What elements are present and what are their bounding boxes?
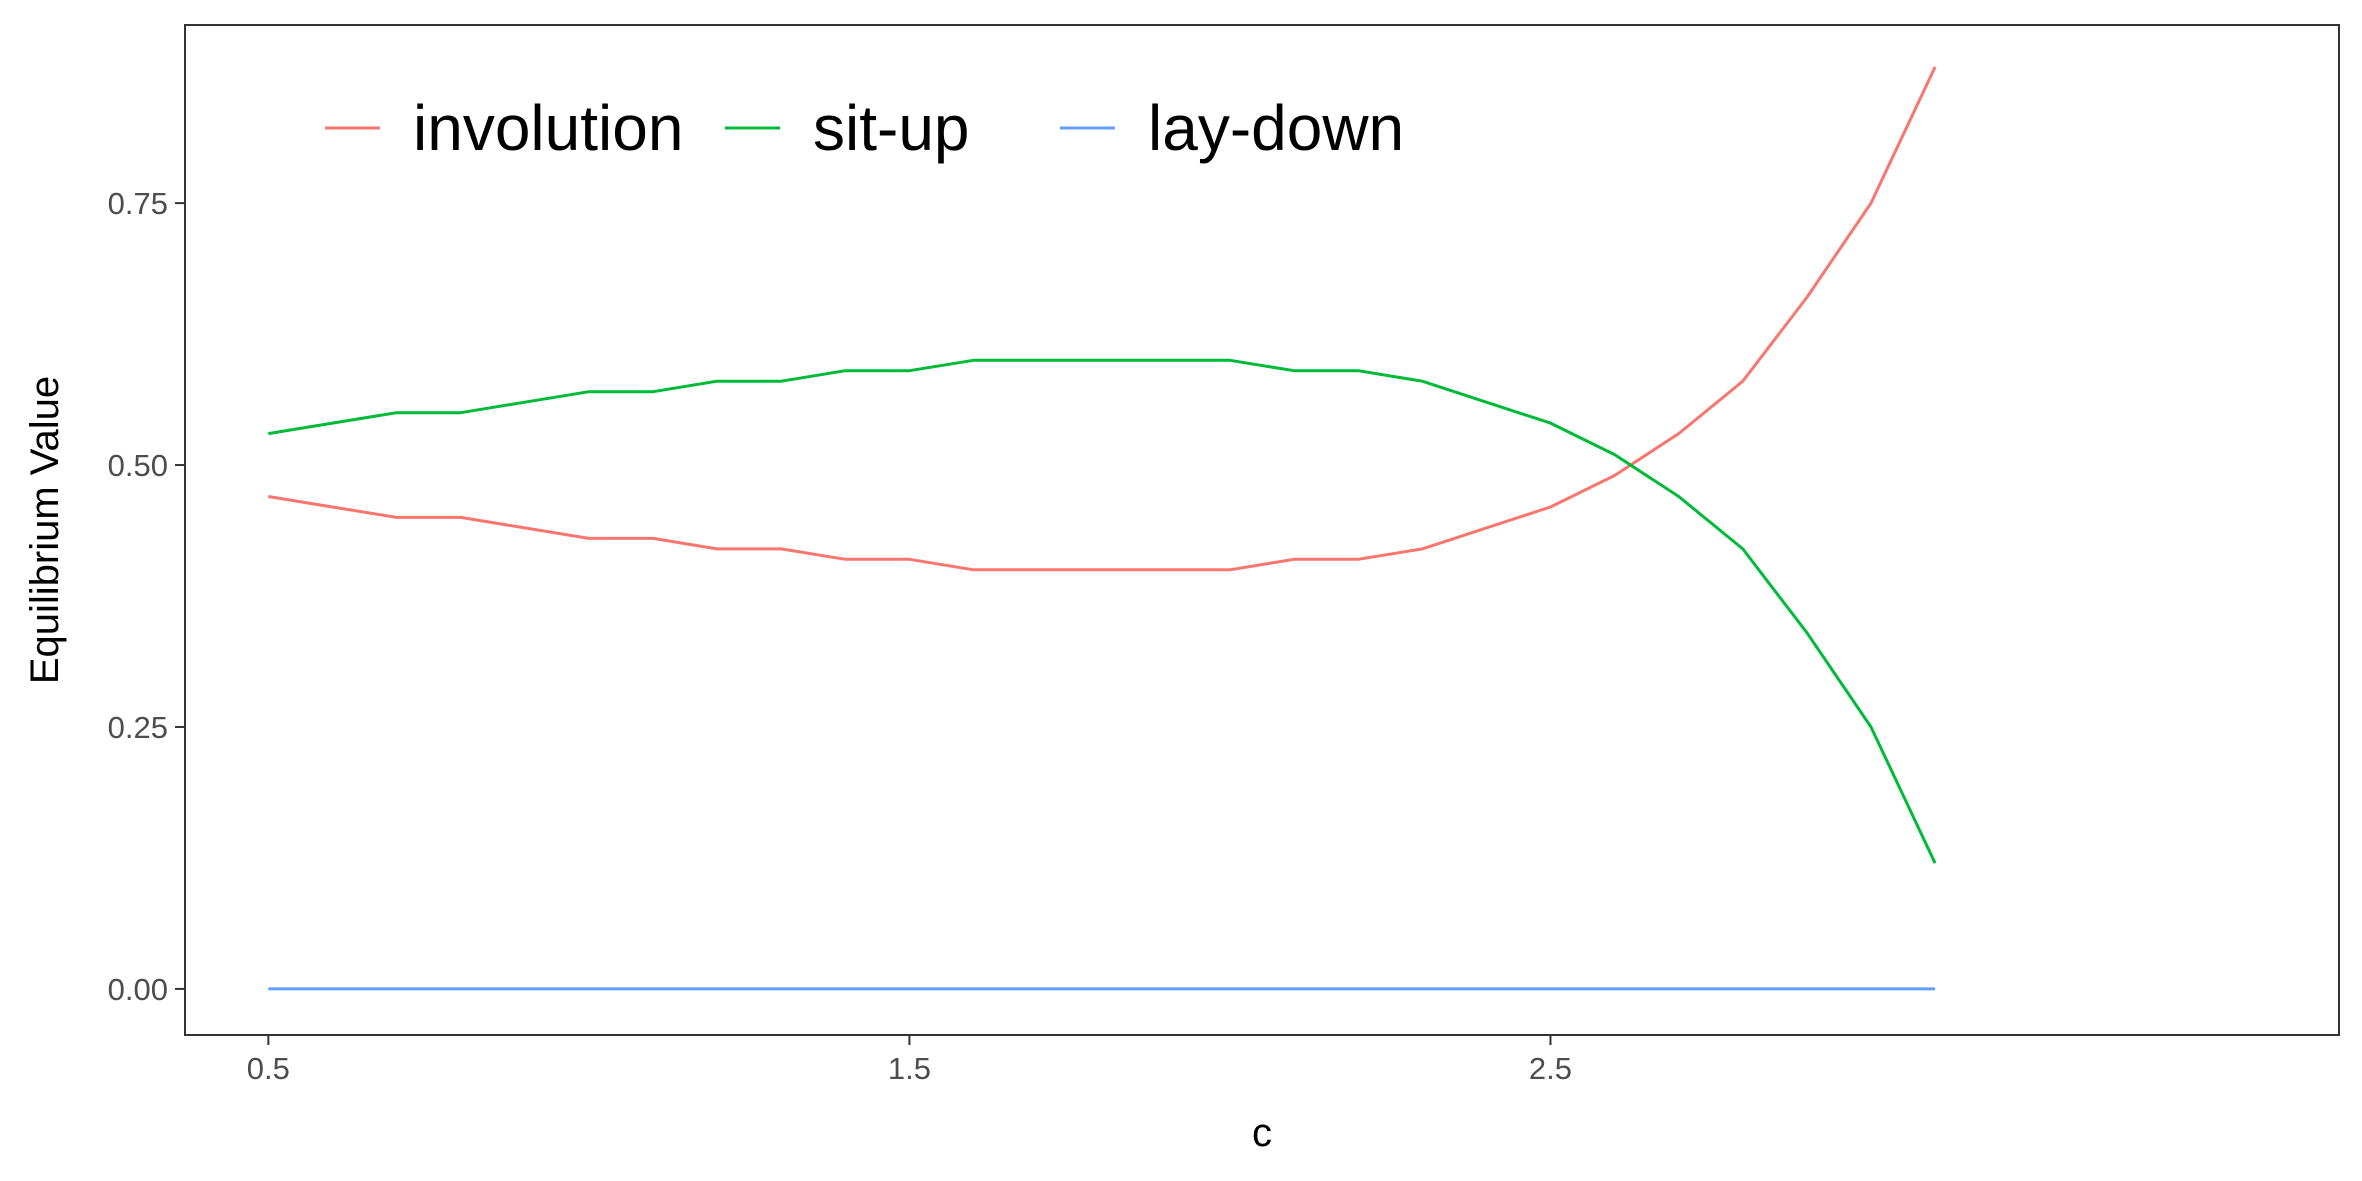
y-tick-label: 0.00 xyxy=(108,972,168,1007)
y-tick-label: 0.50 xyxy=(108,448,168,483)
legend: involution sit-up lay-down xyxy=(325,92,1404,164)
y-tick-label: 0.25 xyxy=(108,710,168,745)
y-axis: 0.00 0.25 0.50 0.75 xyxy=(108,186,185,1007)
legend-label-sit-up: sit-up xyxy=(813,92,970,164)
series-line-sit-up xyxy=(268,358,1937,864)
x-axis: 0.5 1.5 2.5 xyxy=(247,1035,1572,1086)
legend-label-lay-down: lay-down xyxy=(1148,92,1404,164)
x-tick-label: 2.5 xyxy=(1529,1051,1572,1086)
series-line-involution xyxy=(268,66,1937,572)
x-tick-label: 0.5 xyxy=(247,1051,290,1086)
series-layer xyxy=(268,66,1937,991)
panel-background xyxy=(185,25,2339,1035)
y-axis-title: Equilibrium Value xyxy=(23,376,67,684)
x-axis-title: c xyxy=(1252,1111,1272,1155)
legend-label-involution: involution xyxy=(413,92,683,164)
x-tick-label: 1.5 xyxy=(888,1051,931,1086)
panel-border xyxy=(184,24,2340,1036)
y-tick-label: 0.75 xyxy=(108,186,168,221)
